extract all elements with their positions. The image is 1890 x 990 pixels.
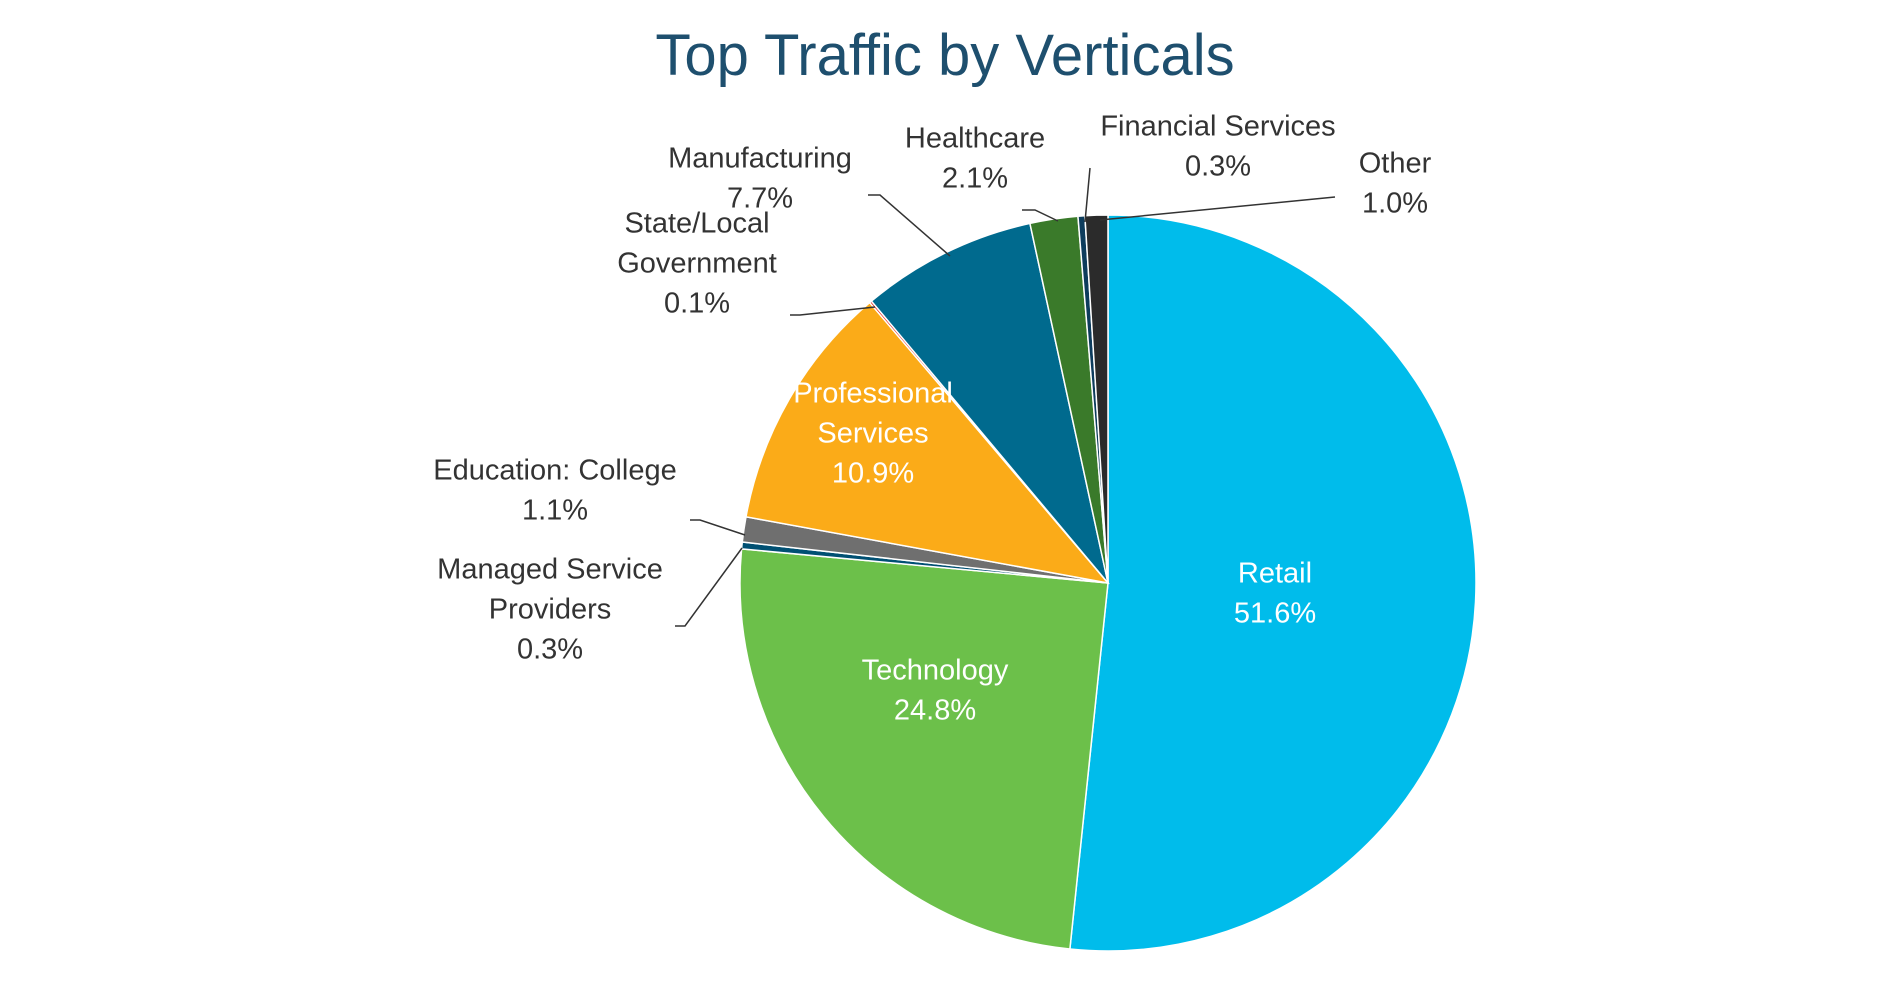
leader-lines (675, 167, 1336, 627)
slice-label-professional-services: Professional Services 10.9% (793, 378, 953, 490)
slice-labels: Retail 51.6% Technology 24.8% Managed Servic… (433, 111, 1431, 727)
pie-slice-professional-services (745, 301, 1110, 585)
slice-value-label: 0.1% (664, 288, 730, 320)
slice-category-label: Healthcare (905, 123, 1045, 155)
slice-label-managed-service-providers: Managed Service Providers 0.3% (437, 554, 663, 666)
slice-label-technology: Technology 24.8% (862, 655, 1009, 727)
slice-category-label: Retail (1238, 558, 1312, 590)
slice-label-state-local-government: State/Local Government 0.1% (617, 208, 777, 320)
slice-value-label: 0.3% (517, 634, 583, 666)
pie-slice-retail (1069, 214, 1477, 952)
slice-label-other: Other 1.0% (1359, 148, 1432, 220)
leader-line-manufacturing (868, 194, 951, 257)
slice-label-financial-services: Financial Services 0.3% (1100, 111, 1335, 183)
slice-value-label: 1.0% (1362, 188, 1428, 220)
slice-value-label: 7.7% (727, 183, 793, 215)
slice-category-label: Government (617, 248, 777, 280)
pie-slices (739, 214, 1477, 952)
leader-line-financial-services (1084, 167, 1091, 223)
slice-category-label: State/Local (624, 208, 769, 240)
slice-category-label: Services (817, 418, 928, 450)
slice-label-manufacturing: Manufacturing 7.7% (668, 143, 852, 215)
slice-category-label: Technology (862, 655, 1009, 687)
slice-category-label: Education: College (433, 455, 676, 487)
slice-category-label: Managed Service (437, 554, 663, 586)
slice-category-label: Professional (793, 378, 953, 410)
slice-label-healthcare: Healthcare 2.1% (905, 123, 1045, 195)
slice-category-label: Manufacturing (668, 143, 852, 175)
chart-title: Top Traffic by Verticals (655, 23, 1235, 88)
slice-value-label: 24.8% (894, 695, 976, 727)
slice-category-label: Other (1359, 148, 1432, 180)
slice-category-label: Financial Services (1100, 111, 1335, 143)
slice-value-label: 1.1% (522, 495, 588, 527)
leader-line-state-local-government (790, 306, 876, 316)
leader-line-other (1099, 196, 1336, 221)
slice-value-label: 0.3% (1185, 151, 1251, 183)
slice-category-label: Providers (489, 594, 612, 626)
slice-label-retail: Retail 51.6% (1234, 558, 1316, 630)
slice-value-label: 2.1% (942, 163, 1008, 195)
slice-value-label: 10.9% (832, 458, 914, 490)
leader-line-healthcare (1022, 209, 1059, 222)
slice-label-education-college: Education: College 1.1% (433, 455, 676, 527)
leader-line-managed-service-providers (675, 547, 743, 627)
leader-line-education-college (690, 519, 746, 536)
slice-value-label: 51.6% (1234, 598, 1316, 630)
pie-slice-technology (739, 548, 1109, 950)
